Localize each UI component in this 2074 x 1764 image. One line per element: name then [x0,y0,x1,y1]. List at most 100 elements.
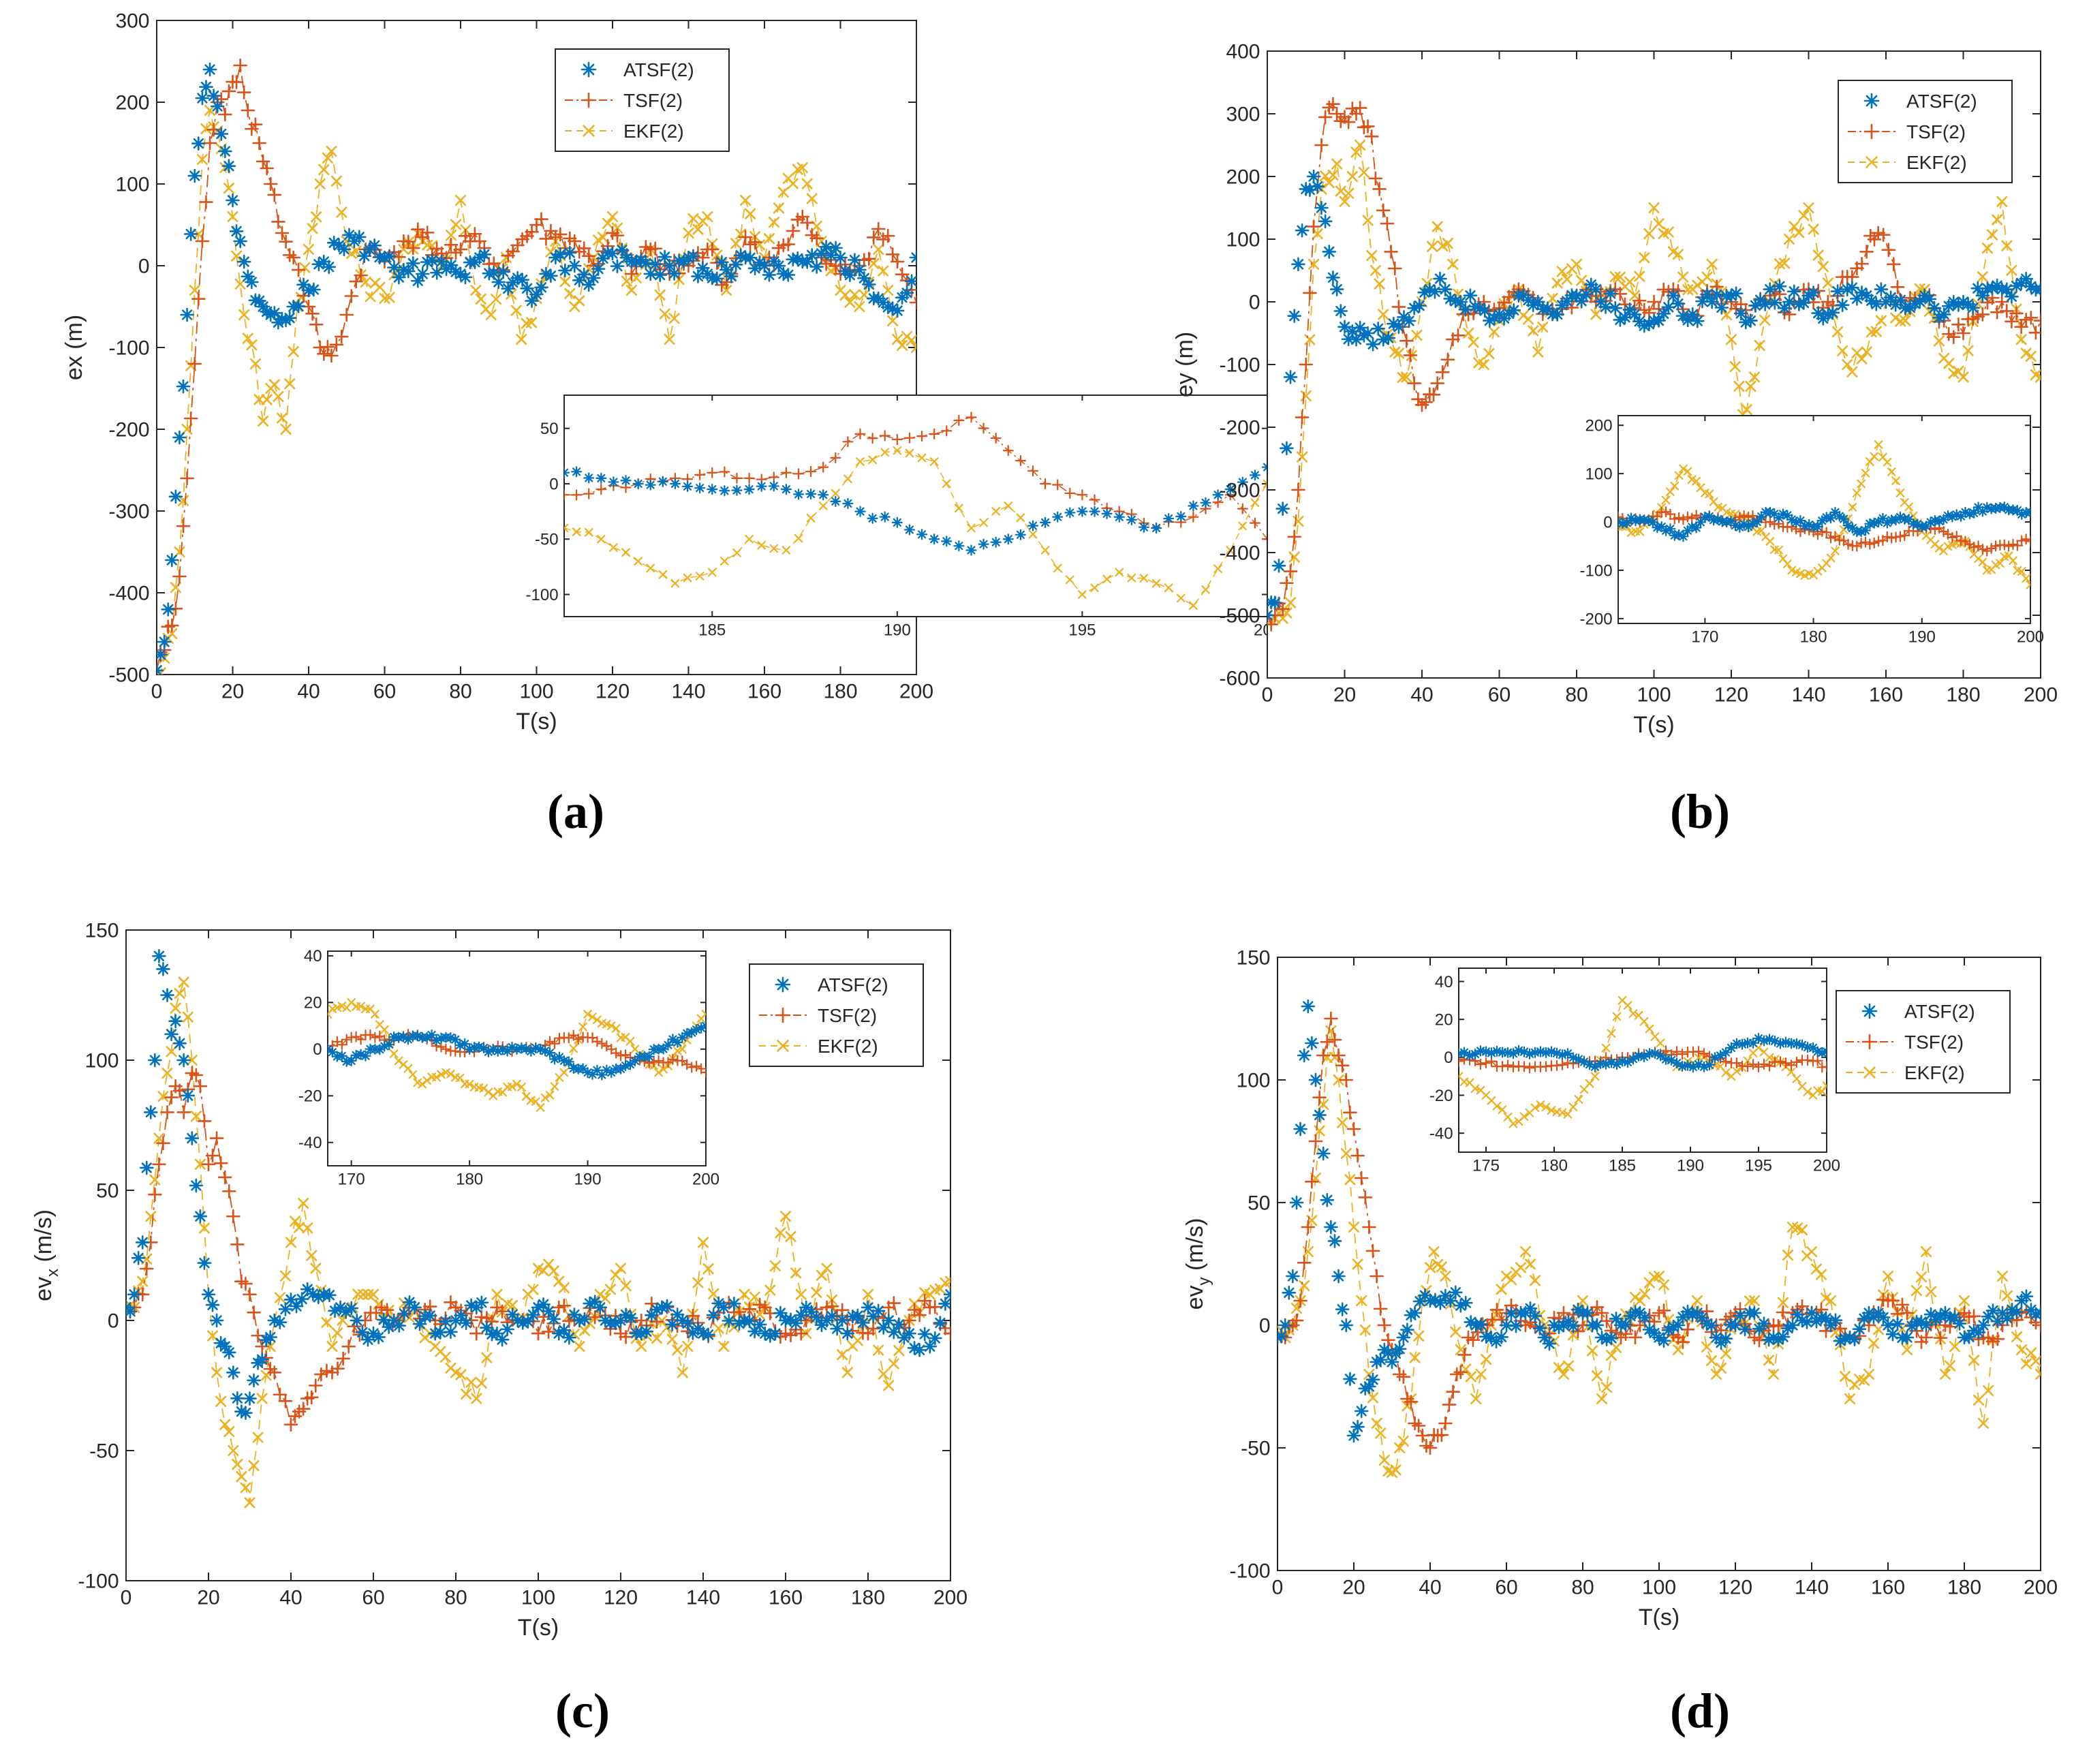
panel-b-point-atsf-2 [1295,223,1310,238]
panel-d-point-atsf-2 [1590,1318,1605,1333]
panel-a-point-atsf-2 [233,234,247,249]
panel-a-inset-point-ekf-2 [695,572,705,581]
panel-c-inset-point-ekf-2 [602,1019,611,1029]
panel-b-point-atsf-2 [1318,214,1333,229]
panel-a-point-tsf-2 [809,231,824,245]
panel-d-point-ekf-2 [1367,1392,1379,1404]
panel-c-point-tsf-2 [243,1287,257,1302]
panel-c-point-atsf-2 [407,1300,422,1315]
panel-c-y-tick-label: 150 [84,920,119,942]
panel-a-inset-point-atsf-2 [743,484,755,495]
panel-b-point-ekf-2 [1692,279,1703,291]
panel-d-legend-label-atsf-2: ATSF(2) [1904,1001,1975,1022]
panel-a-inset-point-ekf-2 [609,543,618,552]
panel-d-point-tsf-2 [1594,1305,1609,1320]
panel-a-inset-point-tsf-2 [891,433,903,446]
panel-d-point-ekf-2 [1375,1427,1387,1439]
panel-d-point-ekf-2 [1920,1245,1932,1258]
panel-b-point-tsf-2 [2000,304,2014,318]
panel-a-point-tsf-2 [279,234,293,249]
panel-b-point-atsf-2 [1550,307,1564,322]
panel-a-point-ekf-2 [273,390,284,403]
panel-d-point-ekf-2 [1715,1363,1727,1374]
panel-d-point-ekf-2 [2015,1344,2028,1356]
panel-d-point-tsf-2 [1446,1384,1460,1399]
panel-b-point-atsf-2 [1427,284,1442,299]
panel-a-point-tsf-2 [241,103,256,118]
panel-c-inset-point-ekf-2 [337,1002,347,1010]
panel-d-inset-point-ekf-2 [1519,1112,1529,1121]
panel-b-inset-point-atsf-2 [1756,511,1767,523]
panel-b-point-ekf-2 [1793,227,1805,238]
panel-b-point-tsf-2 [1275,602,1290,617]
panel-d-inset-point-ekf-2 [1590,1072,1600,1081]
panel-a-point-atsf-2 [410,273,425,288]
panel-d-point-ekf-2 [1863,1368,1875,1380]
panel-b-point-atsf-2 [1268,595,1282,610]
panel-c-point-atsf-2 [546,1312,561,1327]
panel-b-point-atsf-2 [1661,300,1676,315]
panel-a-inset-point-ekf-2 [868,455,877,465]
panel-a-point-ekf-2 [330,175,342,187]
panel-c-y-tick-label: 0 [108,1310,119,1333]
panel-c-inset-point-tsf-2 [667,1053,679,1065]
panel-d-point-ekf-2 [1839,1371,1851,1382]
panel-c-point-atsf-2 [263,1330,278,1344]
panel-a-inset-point-tsf-2 [792,468,805,480]
panel-a-point-atsf-2 [168,489,183,504]
panel-b-point-ekf-2 [1808,223,1819,235]
panel-b-point-ekf-2 [1532,346,1544,358]
panel-c-point-ekf-2 [888,1358,899,1370]
panel-a-point-ekf-2 [630,272,642,283]
panel-a-point-ekf-2 [177,495,189,506]
panel-c-point-tsf-2 [374,1300,389,1315]
panel-c-legend-marker-ekf-2 [777,1040,789,1052]
panel-c-point-tsf-2 [176,1105,191,1119]
panel-a-point-ekf-2 [611,222,623,234]
panel-a-inset-point-atsf-2 [620,475,632,486]
panel-c-point-atsf-2 [197,1256,212,1270]
panel-a-inset-point-tsf-2 [571,489,583,501]
panel-b-point-tsf-2 [1368,171,1383,186]
panel-c-point-tsf-2 [148,1187,162,1202]
panel-b-point-ekf-2 [1870,326,1882,337]
panel-b-inset-point-ekf-2 [1934,543,1944,553]
panel-c-point-ekf-2 [166,1046,177,1057]
panel-d-inset-point-ekf-2 [1628,1009,1638,1018]
panel-a-point-ekf-2 [374,281,386,293]
panel-a-inset-point-atsf-2 [818,489,829,501]
panel-b-point-ekf-2 [1447,258,1459,270]
panel-a-inset-point-ekf-2 [621,548,630,557]
panel-c-point-atsf-2 [322,1288,337,1303]
panel-d-point-ekf-2 [1782,1250,1794,1261]
panel-d-inset-point-atsf-2 [1611,1058,1623,1070]
panel-d-point-ekf-2 [1465,1371,1476,1382]
panel-b-point-ekf-2 [1784,233,1795,245]
panel-b-point-atsf-2 [2019,271,2034,286]
panel-b-inset-y-tick-label: -200 [1580,610,1613,628]
panel-c-point-atsf-2 [613,1313,628,1328]
panel-b-point-ekf-2 [1378,309,1389,320]
panel-a-inset-point-atsf-2 [953,540,965,552]
panel-a-point-ekf-2 [253,394,265,405]
panel-a-inset-point-tsf-2 [842,436,854,448]
panel-b-point-ekf-2 [1478,358,1489,371]
panel-a-inset-point-ekf-2 [843,474,852,484]
panel-b-inset-point-atsf-2 [1742,521,1754,533]
panel-a-inset-point-atsf-2 [1224,484,1236,495]
panel-c-point-tsf-2 [917,1293,932,1308]
panel-a-point-ekf-2 [360,276,371,288]
panel-b-inset-point-tsf-2 [1618,511,1624,523]
panel-b-point-atsf-2 [1927,300,1942,315]
panel-d-point-ekf-2 [1470,1393,1482,1405]
panel-d-point-atsf-2 [1305,1036,1319,1051]
panel-a-inset-point-tsf-2 [1040,478,1051,490]
panel-d-point-tsf-2 [1411,1419,1426,1433]
panel-d-point-ekf-2 [1577,1295,1589,1307]
panel-d-point-ekf-2 [1337,1117,1348,1128]
panel-b-point-ekf-2 [1346,170,1358,183]
panel-a-inset-y-tick-label: -100 [526,586,559,604]
panel-a-inset-point-atsf-2 [929,533,940,545]
panel-c-point-tsf-2 [217,1170,232,1185]
